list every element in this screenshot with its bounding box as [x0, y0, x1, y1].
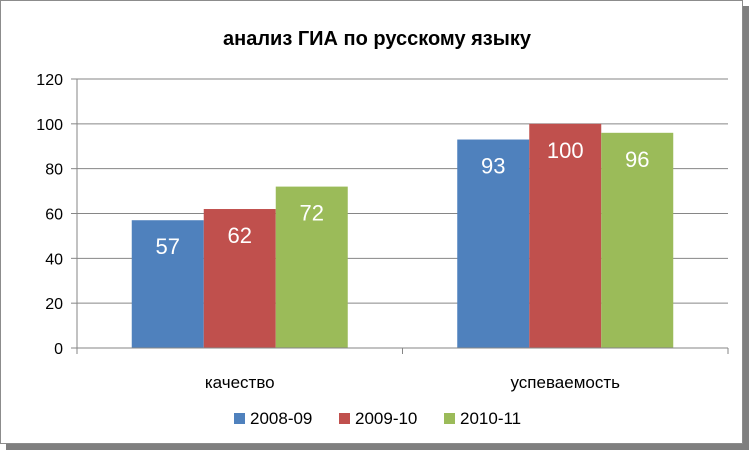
bar — [529, 123, 602, 348]
y-axis-ticks: 0 20 40 60 80 100 120 — [36, 72, 77, 358]
bars: 57 62 72 93 100 96 — [131, 123, 674, 348]
y-tick-label: 40 — [45, 251, 63, 268]
y-tick-label: 60 — [45, 207, 63, 224]
legend-label: 2008-09 — [250, 409, 312, 428]
data-label: 100 — [547, 138, 584, 163]
y-tick-label: 0 — [54, 341, 63, 358]
bar — [203, 209, 276, 348]
bar — [457, 139, 530, 348]
y-tick-label: 20 — [45, 296, 63, 313]
legend-label: 2009-10 — [355, 409, 417, 428]
chart-frame: анализ ГИА по русскому языку 0 20 40 60 80 10… — [0, 0, 743, 444]
x-axis: качество успеваемость — [76, 79, 729, 392]
legend-label: 2010-11 — [460, 409, 521, 428]
bar — [601, 132, 674, 348]
bar — [131, 220, 204, 348]
bar — [275, 186, 348, 348]
x-tick-label: качество — [205, 373, 275, 392]
bar-chart: анализ ГИА по русскому языку 0 20 40 60 80 10… — [36, 28, 729, 428]
x-tick-label: успеваемость — [510, 373, 620, 392]
y-tick-label: 80 — [45, 162, 63, 179]
data-label: 93 — [481, 154, 505, 179]
legend-swatch — [444, 413, 455, 424]
legend: 2008-09 2009-10 2010-11 — [234, 409, 521, 428]
chart-title: анализ ГИА по русскому языку — [223, 28, 532, 50]
data-label: 62 — [228, 223, 252, 248]
legend-swatch — [339, 413, 350, 424]
y-tick-label: 120 — [36, 72, 63, 89]
legend-swatch — [234, 413, 245, 424]
data-label: 72 — [300, 201, 324, 226]
data-label: 96 — [625, 147, 649, 172]
y-tick-label: 100 — [36, 117, 63, 134]
data-label: 57 — [156, 234, 180, 259]
